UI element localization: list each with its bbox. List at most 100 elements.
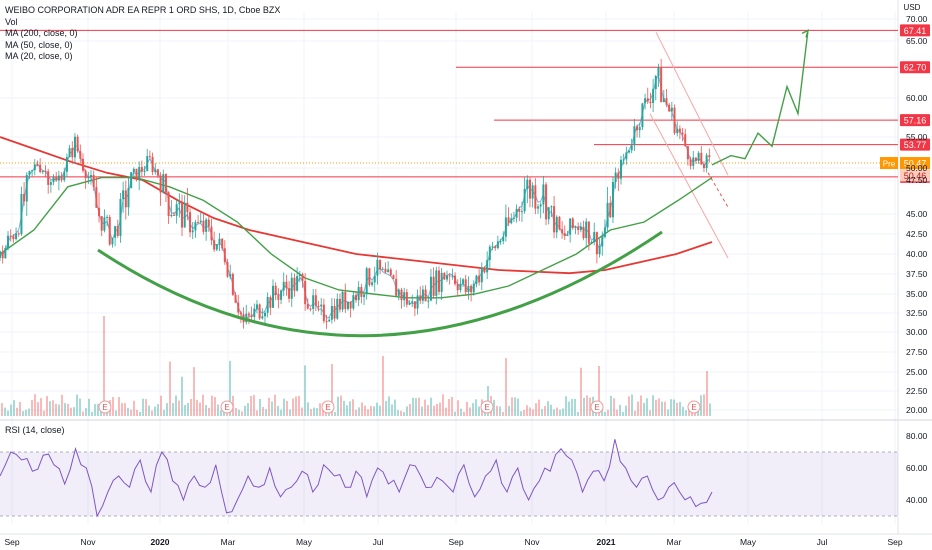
candle-body <box>550 206 553 208</box>
volume-bar <box>244 405 246 416</box>
legend-ma20[interactable]: MA (20, close, 0) <box>5 51 73 61</box>
time-tick: Nov <box>80 537 96 547</box>
candle-body <box>534 185 537 209</box>
rsi-tick: 60.00 <box>906 463 928 473</box>
candle-body <box>603 227 606 237</box>
level-tag <box>900 24 930 37</box>
candle-body <box>523 188 526 212</box>
volume-bar <box>466 401 468 416</box>
volume-bar <box>154 406 156 416</box>
candle-body <box>285 281 288 289</box>
candle-body <box>569 218 572 235</box>
chart-title[interactable]: WEIBO CORPORATION ADR EA REPR 1 ORD SHS,… <box>5 5 281 15</box>
volume-bar <box>634 410 636 416</box>
candle-body <box>432 276 435 296</box>
volume-bar <box>628 396 630 416</box>
candle-body <box>657 67 660 76</box>
time-tick: May <box>740 537 757 547</box>
candle-body <box>148 156 151 158</box>
volume-bar <box>253 394 255 416</box>
volume-bar <box>73 407 75 416</box>
candle-body <box>111 237 114 245</box>
candle-body <box>590 242 593 244</box>
candle-body <box>601 236 604 247</box>
level-label: 57.16 <box>904 116 927 126</box>
cup-arc <box>97 230 663 338</box>
candle-body <box>654 75 657 90</box>
legend-vol[interactable]: Vol <box>5 16 18 27</box>
volume-bar <box>55 403 57 416</box>
legend-ma200[interactable]: MA (200, close, 0) <box>5 28 78 38</box>
time-tick: 2020 <box>151 537 170 547</box>
candle-body <box>215 244 218 250</box>
volume-bar <box>559 409 561 416</box>
candle-body <box>170 214 173 217</box>
candle-body <box>665 98 668 105</box>
candle-body <box>459 283 462 291</box>
volume-bar <box>67 403 69 416</box>
candle-body <box>686 146 689 160</box>
candle-body <box>189 212 192 233</box>
candle-body <box>210 226 213 241</box>
volume-bar <box>334 411 336 416</box>
volume-bar <box>532 409 534 416</box>
volume-bar <box>649 410 651 416</box>
candle-body <box>510 218 513 224</box>
volume-bar <box>604 411 606 416</box>
pre-tag <box>880 157 898 170</box>
volume-bar <box>22 411 24 416</box>
price-tick: 60.00 <box>906 93 928 103</box>
volume-bar <box>550 404 552 416</box>
candle-body <box>52 177 55 183</box>
price-tick: 50.00 <box>906 163 928 173</box>
volume-bar <box>463 411 465 416</box>
candle-body <box>419 295 422 301</box>
last-value: 50.46 <box>904 171 927 181</box>
legend-ma50[interactable]: MA (50, close, 0) <box>5 39 73 50</box>
candle-body <box>480 267 483 283</box>
volume-bar <box>574 398 576 416</box>
candle-body <box>355 295 357 301</box>
candle-body <box>368 268 371 285</box>
volume-bar <box>397 410 399 416</box>
candle-body <box>146 156 149 171</box>
rsi-tick: 80.00 <box>906 431 928 441</box>
volume-bar <box>274 394 276 416</box>
candle-body <box>638 127 641 131</box>
candle-body <box>470 285 473 293</box>
candle-body <box>636 126 639 131</box>
volume-bar <box>211 395 213 416</box>
volume-bar <box>670 399 672 416</box>
volume-bar <box>517 398 519 416</box>
volume-bar <box>376 402 378 416</box>
candle-body <box>7 235 10 249</box>
candle-body <box>124 190 127 208</box>
candle-body <box>33 164 36 171</box>
volume-bar <box>304 365 306 416</box>
time-axis: Sep Nov 2020 Mar May Jul Sep Nov 2021 Mar May Jul Se… <box>0 533 932 547</box>
candle-body <box>293 277 296 291</box>
candle-body <box>175 204 178 216</box>
volume-bar <box>247 403 249 416</box>
candle-body <box>341 291 344 310</box>
candle-body <box>454 275 457 284</box>
volume-bar <box>418 397 420 416</box>
volume-bar <box>25 409 27 416</box>
volume-bar <box>130 409 132 416</box>
volume-bar <box>337 396 339 416</box>
volume-bar <box>4 407 6 416</box>
volume-bar <box>508 405 510 416</box>
candle-body <box>502 236 505 242</box>
price-tick: 27.50 <box>906 347 928 357</box>
pre-value: 50.47 <box>904 159 927 169</box>
candle-body <box>36 164 39 166</box>
candle-body <box>90 175 93 177</box>
volume-bar <box>64 403 66 416</box>
volume-bar <box>169 361 171 416</box>
candle-body <box>641 103 644 128</box>
candle-body <box>483 267 486 273</box>
volume-bar <box>391 404 393 416</box>
candle-body <box>95 187 98 208</box>
rsi-legend[interactable]: RSI (14, close) <box>5 425 65 435</box>
